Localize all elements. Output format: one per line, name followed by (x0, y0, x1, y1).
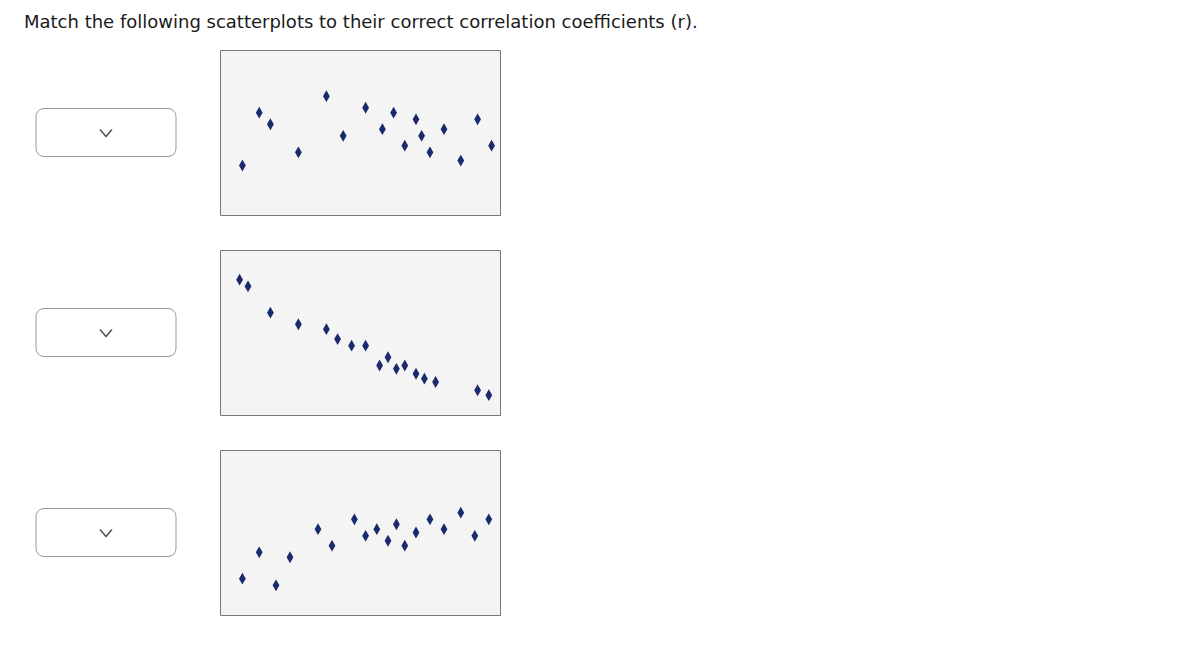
point (273, 579, 280, 591)
x-axis-top (221, 250, 501, 251)
point (474, 113, 481, 125)
point (295, 318, 302, 330)
axis-line (220, 251, 221, 416)
axis-line (221, 50, 501, 51)
x-axis-top (221, 50, 501, 51)
point (323, 323, 330, 335)
y-axis-right (500, 451, 501, 616)
point (401, 140, 408, 152)
axis-line (500, 451, 501, 616)
point (413, 527, 420, 539)
y-axis (220, 251, 221, 416)
y-axis (220, 51, 221, 216)
plot-background (220, 450, 500, 615)
points (239, 507, 492, 591)
point (362, 340, 369, 352)
point (385, 351, 392, 363)
point (385, 535, 392, 547)
axis-line (221, 415, 501, 416)
axis-line (500, 251, 501, 416)
point (432, 376, 439, 388)
axis-line (220, 51, 221, 216)
point (340, 130, 347, 142)
point (457, 507, 464, 519)
y-axis-right (500, 251, 501, 416)
point (488, 140, 495, 152)
plot-background (220, 50, 500, 215)
point (413, 368, 420, 380)
x-axis-top (221, 450, 501, 451)
canvas: Match the following scatterplots to thei… (0, 0, 1200, 667)
plot-background (220, 250, 500, 415)
point (239, 573, 246, 585)
point (373, 523, 380, 535)
point (393, 363, 400, 375)
point (401, 540, 408, 552)
point (441, 523, 448, 535)
point (474, 384, 481, 396)
point (379, 123, 386, 135)
point (362, 530, 369, 542)
axis-line (221, 450, 501, 451)
dropdown[interactable] (36, 109, 176, 157)
points (239, 90, 495, 171)
axis-line (221, 615, 501, 616)
point (362, 102, 369, 114)
point (256, 546, 263, 558)
point (245, 280, 252, 292)
x-axis (221, 615, 501, 616)
point (393, 518, 400, 530)
point (427, 513, 434, 525)
point (457, 155, 464, 167)
scatter-plot (220, 450, 501, 616)
point (267, 307, 274, 319)
dropdown[interactable] (36, 309, 176, 357)
point (485, 389, 492, 401)
axis-line (221, 215, 501, 216)
point (329, 540, 336, 552)
points (236, 274, 492, 401)
point (239, 160, 246, 172)
point (236, 274, 243, 286)
y-axis (220, 451, 221, 616)
point (376, 360, 383, 372)
title: Match the following scatterplots to thei… (24, 11, 698, 32)
axis-line (221, 250, 501, 251)
dropdown-box[interactable] (36, 509, 176, 557)
scatter-plot (220, 50, 501, 216)
point (441, 123, 448, 135)
point (390, 107, 397, 119)
point (427, 146, 434, 158)
dropdown-chevron[interactable] (100, 330, 112, 337)
point (348, 340, 355, 352)
point (315, 523, 322, 535)
point (413, 113, 420, 125)
point (295, 146, 302, 158)
point (401, 360, 408, 372)
dropdown-box[interactable] (36, 109, 176, 157)
point (267, 118, 274, 130)
dropdown-chevron[interactable] (100, 130, 112, 137)
point (323, 90, 330, 102)
point (256, 107, 263, 119)
dropdown-chevron[interactable] (100, 530, 112, 537)
axis-line (220, 451, 221, 616)
dropdown-box[interactable] (36, 309, 176, 357)
scatter-plot (220, 250, 501, 416)
x-axis (221, 215, 501, 216)
point (485, 513, 492, 525)
point (421, 373, 428, 385)
axis-line (500, 51, 501, 216)
x-axis (221, 415, 501, 416)
dropdown[interactable] (36, 509, 176, 557)
point (418, 130, 425, 142)
point (287, 551, 294, 563)
point (351, 513, 358, 525)
point (334, 333, 341, 345)
y-axis-right (500, 51, 501, 216)
point (471, 530, 478, 542)
